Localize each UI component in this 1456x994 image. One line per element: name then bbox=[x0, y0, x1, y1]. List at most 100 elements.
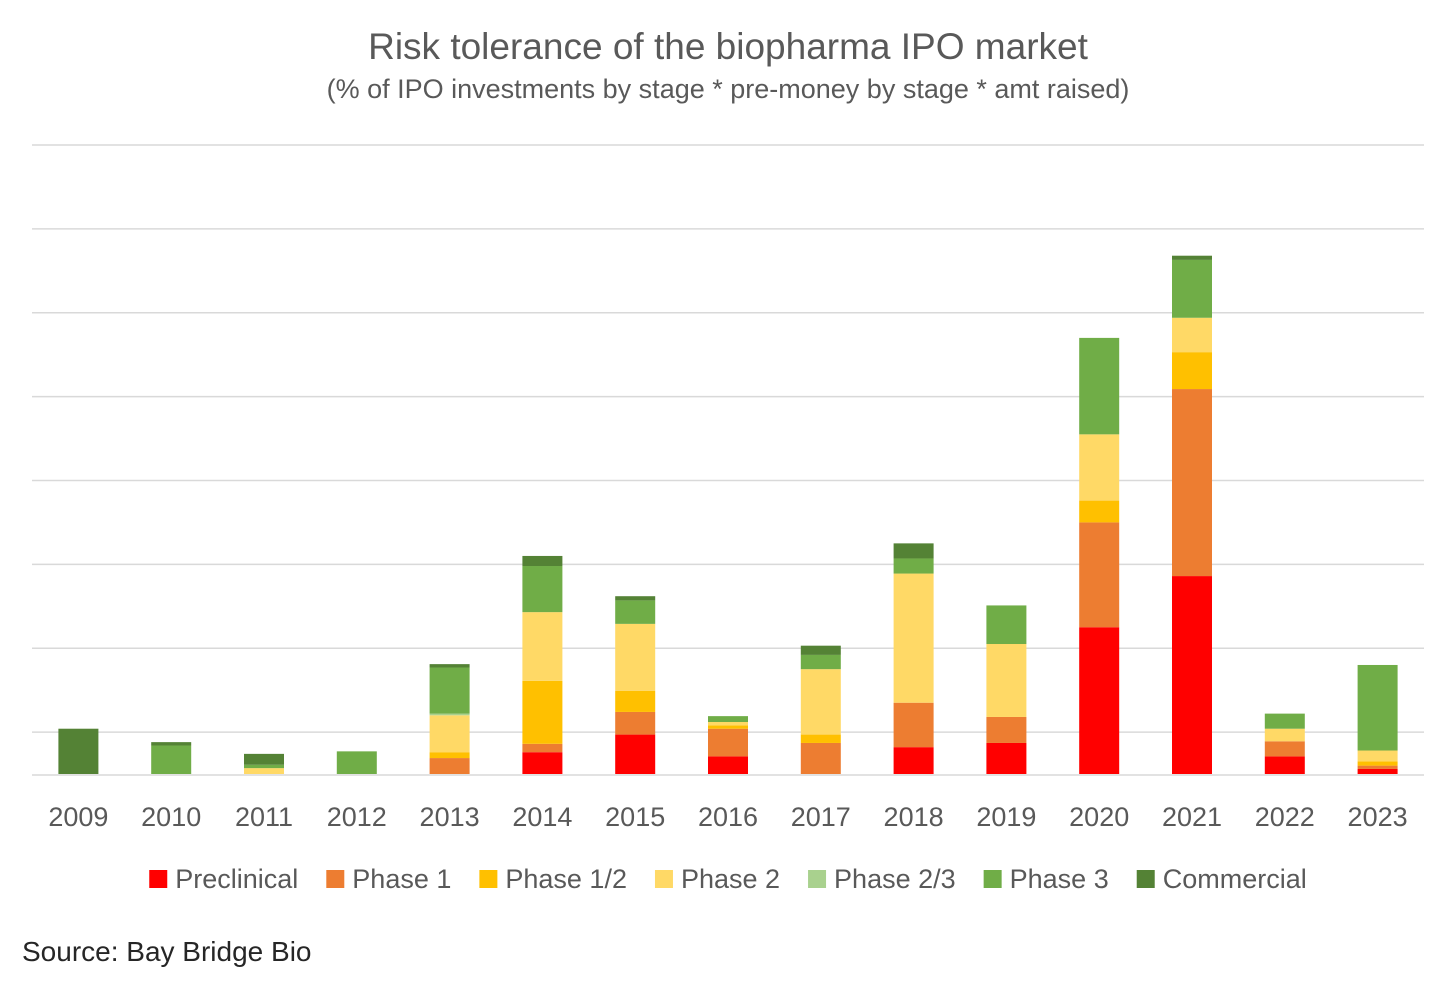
bar-2015-phase-1 bbox=[615, 711, 656, 735]
legend-swatch-commercial bbox=[1136, 870, 1155, 888]
bar-2021-phase-3 bbox=[1172, 259, 1212, 318]
x-tick-label-2018: 2018 bbox=[884, 802, 944, 832]
legend: Preclinical Phase 1 Phase 1/2 Phase 2 Phase … bbox=[149, 864, 1307, 894]
x-tick-label-2010: 2010 bbox=[141, 802, 201, 832]
bar-2022-phase-2 bbox=[1264, 728, 1305, 742]
legend-label-phase-3: Phase 3 bbox=[1010, 864, 1109, 894]
bar-2012-phase-3 bbox=[336, 751, 377, 774]
bar-2016-phase-2 bbox=[708, 722, 748, 726]
bar-2022-phase-1 bbox=[1264, 741, 1305, 757]
x-tick-label-2019: 2019 bbox=[976, 802, 1036, 832]
bar-2014-preclinical bbox=[522, 752, 563, 774]
x-tick-label-2016: 2016 bbox=[698, 802, 758, 832]
bar-2021-phase-1-2 bbox=[1172, 352, 1212, 390]
bar-2016-phase-1-2 bbox=[708, 725, 748, 729]
bar-2021-phase-1 bbox=[1172, 389, 1212, 577]
bar-2018-phase-1 bbox=[893, 702, 934, 748]
bars bbox=[58, 255, 1398, 774]
bar-2023-phase-2 bbox=[1357, 750, 1398, 762]
bar-2018-preclinical bbox=[893, 747, 934, 774]
bar-2021-commercial bbox=[1172, 255, 1212, 260]
bar-2011-phase-3 bbox=[244, 764, 284, 769]
bar-2021-phase-2 bbox=[1172, 317, 1212, 353]
legend-swatch-phase-1-2 bbox=[479, 870, 498, 888]
bar-2009-commercial bbox=[58, 728, 99, 774]
bar-2023-preclinical bbox=[1357, 768, 1398, 774]
bar-2011-commercial bbox=[244, 753, 284, 765]
bar-2015-commercial bbox=[615, 596, 656, 601]
bar-2022-phase-3 bbox=[1264, 713, 1305, 729]
bar-2016-phase-1 bbox=[708, 728, 748, 757]
bar-2019-phase-1 bbox=[986, 716, 1027, 743]
bar-2018-phase-3 bbox=[893, 558, 934, 574]
bar-2023-phase-3 bbox=[1357, 664, 1398, 751]
legend-swatch-phase-2 bbox=[654, 870, 673, 888]
legend-label-phase-2: Phase 2 bbox=[681, 864, 780, 894]
gridlines bbox=[32, 144, 1424, 733]
bar-2020-phase-1-2 bbox=[1079, 500, 1120, 523]
x-tick-label-2015: 2015 bbox=[605, 802, 665, 832]
bar-2014-phase-3 bbox=[522, 566, 563, 613]
x-tick-label-2020: 2020 bbox=[1069, 802, 1129, 832]
bar-2013-phase-3 bbox=[429, 667, 470, 714]
bar-2013-phase-2-3 bbox=[429, 713, 470, 716]
x-tick-label-2022: 2022 bbox=[1255, 802, 1315, 832]
bar-2014-commercial bbox=[522, 555, 563, 567]
bar-2014-phase-1 bbox=[522, 743, 563, 753]
legend-swatch-preclinical bbox=[149, 870, 168, 888]
bar-2020-preclinical bbox=[1079, 627, 1120, 774]
bar-2010-phase-3 bbox=[151, 745, 192, 774]
bar-2014-phase-2 bbox=[522, 612, 563, 681]
chart-subtitle: (% of IPO investments by stage * pre-mon… bbox=[326, 74, 1130, 104]
bar-2015-preclinical bbox=[615, 734, 656, 774]
x-tick-label-2017: 2017 bbox=[791, 802, 851, 832]
bar-2015-phase-3 bbox=[615, 600, 656, 624]
bar-2014-phase-1-2 bbox=[522, 680, 563, 744]
x-tick-label-2013: 2013 bbox=[420, 802, 480, 832]
bar-2017-phase-1 bbox=[800, 742, 841, 774]
bar-2023-phase-1 bbox=[1357, 765, 1398, 769]
source-note: Source: Bay Bridge Bio bbox=[22, 936, 312, 967]
legend-swatch-phase-3 bbox=[983, 870, 1002, 888]
legend-label-preclinical: Preclinical bbox=[175, 864, 298, 894]
bar-2013-commercial bbox=[429, 664, 470, 668]
bar-2013-phase-1 bbox=[429, 758, 470, 774]
x-tick-label-2014: 2014 bbox=[512, 802, 572, 832]
bar-2016-preclinical bbox=[708, 756, 748, 774]
legend-label-phase-1-2: Phase 1/2 bbox=[505, 864, 627, 894]
bar-2016-phase-3 bbox=[708, 716, 748, 723]
bar-2022-preclinical bbox=[1264, 756, 1305, 774]
x-tick-label-2021: 2021 bbox=[1162, 802, 1222, 832]
bar-2011-phase-2 bbox=[244, 768, 284, 774]
x-tick-label-2009: 2009 bbox=[48, 802, 108, 832]
x-tick-label-2011: 2011 bbox=[235, 802, 293, 832]
bar-2017-phase-3 bbox=[800, 654, 841, 670]
bar-2017-commercial bbox=[800, 645, 841, 655]
bar-2018-phase-2 bbox=[893, 573, 934, 703]
x-tick-label-2012: 2012 bbox=[327, 802, 387, 832]
legend-swatch-phase-1 bbox=[326, 870, 345, 888]
x-tick-labels: 2009 2010 2011 2012 2013 2014 2015 2016 2017 2018… bbox=[48, 802, 1407, 832]
bar-2020-phase-3 bbox=[1079, 337, 1120, 435]
legend-label-phase-1: Phase 1 bbox=[352, 864, 451, 894]
bar-2019-preclinical bbox=[986, 742, 1027, 774]
bar-2020-phase-1 bbox=[1079, 522, 1120, 628]
legend-swatch-phase-2-3 bbox=[808, 870, 827, 888]
bar-2019-phase-2 bbox=[986, 644, 1027, 717]
bar-2020-phase-2 bbox=[1079, 434, 1120, 501]
legend-label-commercial: Commercial bbox=[1163, 864, 1307, 894]
bar-2023-phase-1-2 bbox=[1357, 761, 1398, 766]
bar-2021-preclinical bbox=[1172, 576, 1212, 774]
bar-2010-commercial bbox=[151, 742, 192, 746]
x-tick-label-2023: 2023 bbox=[1348, 802, 1408, 832]
bar-2013-phase-2 bbox=[429, 715, 470, 753]
bar-2018-commercial bbox=[893, 543, 934, 559]
legend-label-phase-2-3: Phase 2/3 bbox=[834, 864, 956, 894]
bar-2019-phase-3 bbox=[986, 605, 1027, 645]
bar-2013-phase-1-2 bbox=[429, 752, 470, 759]
chart-title: Risk tolerance of the biopharma IPO mark… bbox=[368, 26, 1088, 67]
bar-2015-phase-2 bbox=[615, 623, 656, 691]
bar-2017-phase-2 bbox=[800, 669, 841, 735]
bar-2017-phase-1-2 bbox=[800, 734, 841, 743]
